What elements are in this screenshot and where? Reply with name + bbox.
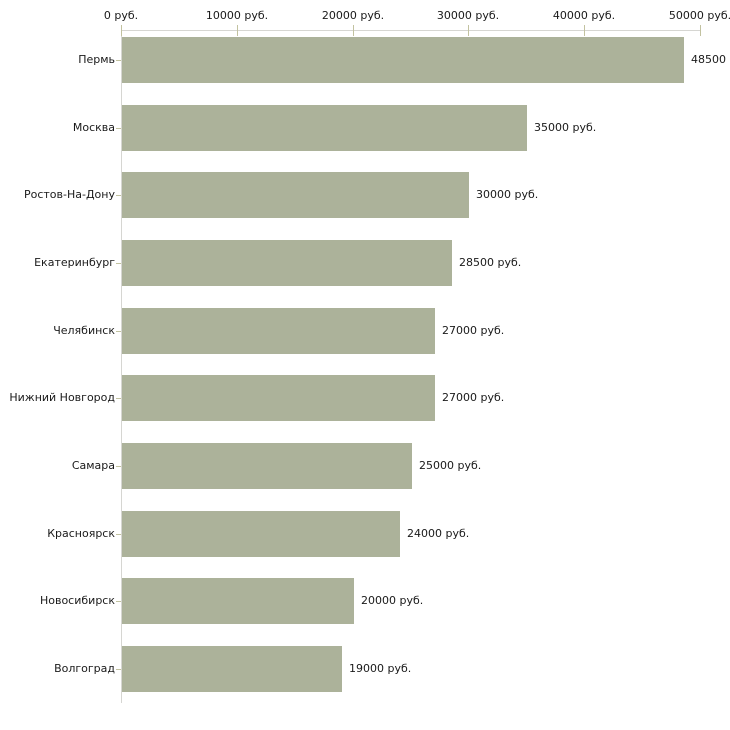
y-axis-tick	[116, 466, 121, 467]
x-axis-tick	[700, 25, 701, 36]
value-label: 27000 руб.	[442, 391, 505, 404]
category-label: Красноярск	[47, 527, 115, 540]
value-label: 28500 руб.	[459, 256, 522, 269]
x-axis-tick-label: 0 руб.	[103, 9, 139, 22]
x-axis-tick-label: 40000 руб.	[552, 9, 616, 22]
y-axis-tick	[116, 669, 121, 670]
x-axis-tick-label: 30000 руб.	[436, 9, 500, 22]
bar	[122, 37, 684, 83]
bar	[122, 375, 435, 421]
value-label: 19000 руб.	[349, 662, 412, 675]
bar	[122, 105, 527, 151]
category-label: Пермь	[78, 53, 115, 66]
y-axis-tick	[116, 195, 121, 196]
y-axis-tick	[116, 128, 121, 129]
x-axis-tick	[353, 25, 354, 36]
value-label: 27000 руб.	[442, 324, 505, 337]
category-label: Нижний Новгород	[9, 391, 115, 404]
category-label: Новосибирск	[39, 594, 115, 607]
category-label: Самара	[71, 459, 115, 472]
category-label: Екатеринбург	[34, 256, 115, 269]
bar	[122, 308, 435, 354]
x-axis-line	[121, 30, 700, 31]
x-axis-tick-label: 10000 руб.	[205, 9, 269, 22]
value-label: 35000 руб.	[534, 121, 597, 134]
x-axis-tick-label: 50000 руб.	[668, 9, 730, 22]
value-label: 24000 руб.	[407, 527, 470, 540]
y-axis-tick	[116, 398, 121, 399]
y-axis-tick	[116, 60, 121, 61]
value-label: 25000 руб.	[419, 459, 482, 472]
x-axis-tick-label: 20000 руб.	[321, 9, 385, 22]
value-label: 20000 руб.	[361, 594, 424, 607]
category-label: Москва	[72, 121, 115, 134]
x-axis-tick	[237, 25, 238, 36]
x-axis-tick	[584, 25, 585, 36]
bar	[122, 240, 452, 286]
x-axis-tick	[121, 25, 122, 36]
bar	[122, 172, 469, 218]
category-label: Челябинск	[53, 324, 115, 337]
bar	[122, 443, 412, 489]
y-axis-tick	[116, 263, 121, 264]
value-label: 30000 руб.	[476, 188, 539, 201]
bar	[122, 511, 400, 557]
category-label: Волгоград	[54, 662, 115, 675]
y-axis-line	[121, 30, 122, 703]
x-axis-tick	[468, 25, 469, 36]
y-axis-tick	[116, 601, 121, 602]
y-axis-tick	[116, 534, 121, 535]
category-label: Ростов-На-Дону	[23, 188, 115, 201]
bar	[122, 578, 354, 624]
y-axis-tick	[116, 331, 121, 332]
value-label: 48500 руб.	[691, 53, 730, 66]
bar	[122, 646, 342, 692]
